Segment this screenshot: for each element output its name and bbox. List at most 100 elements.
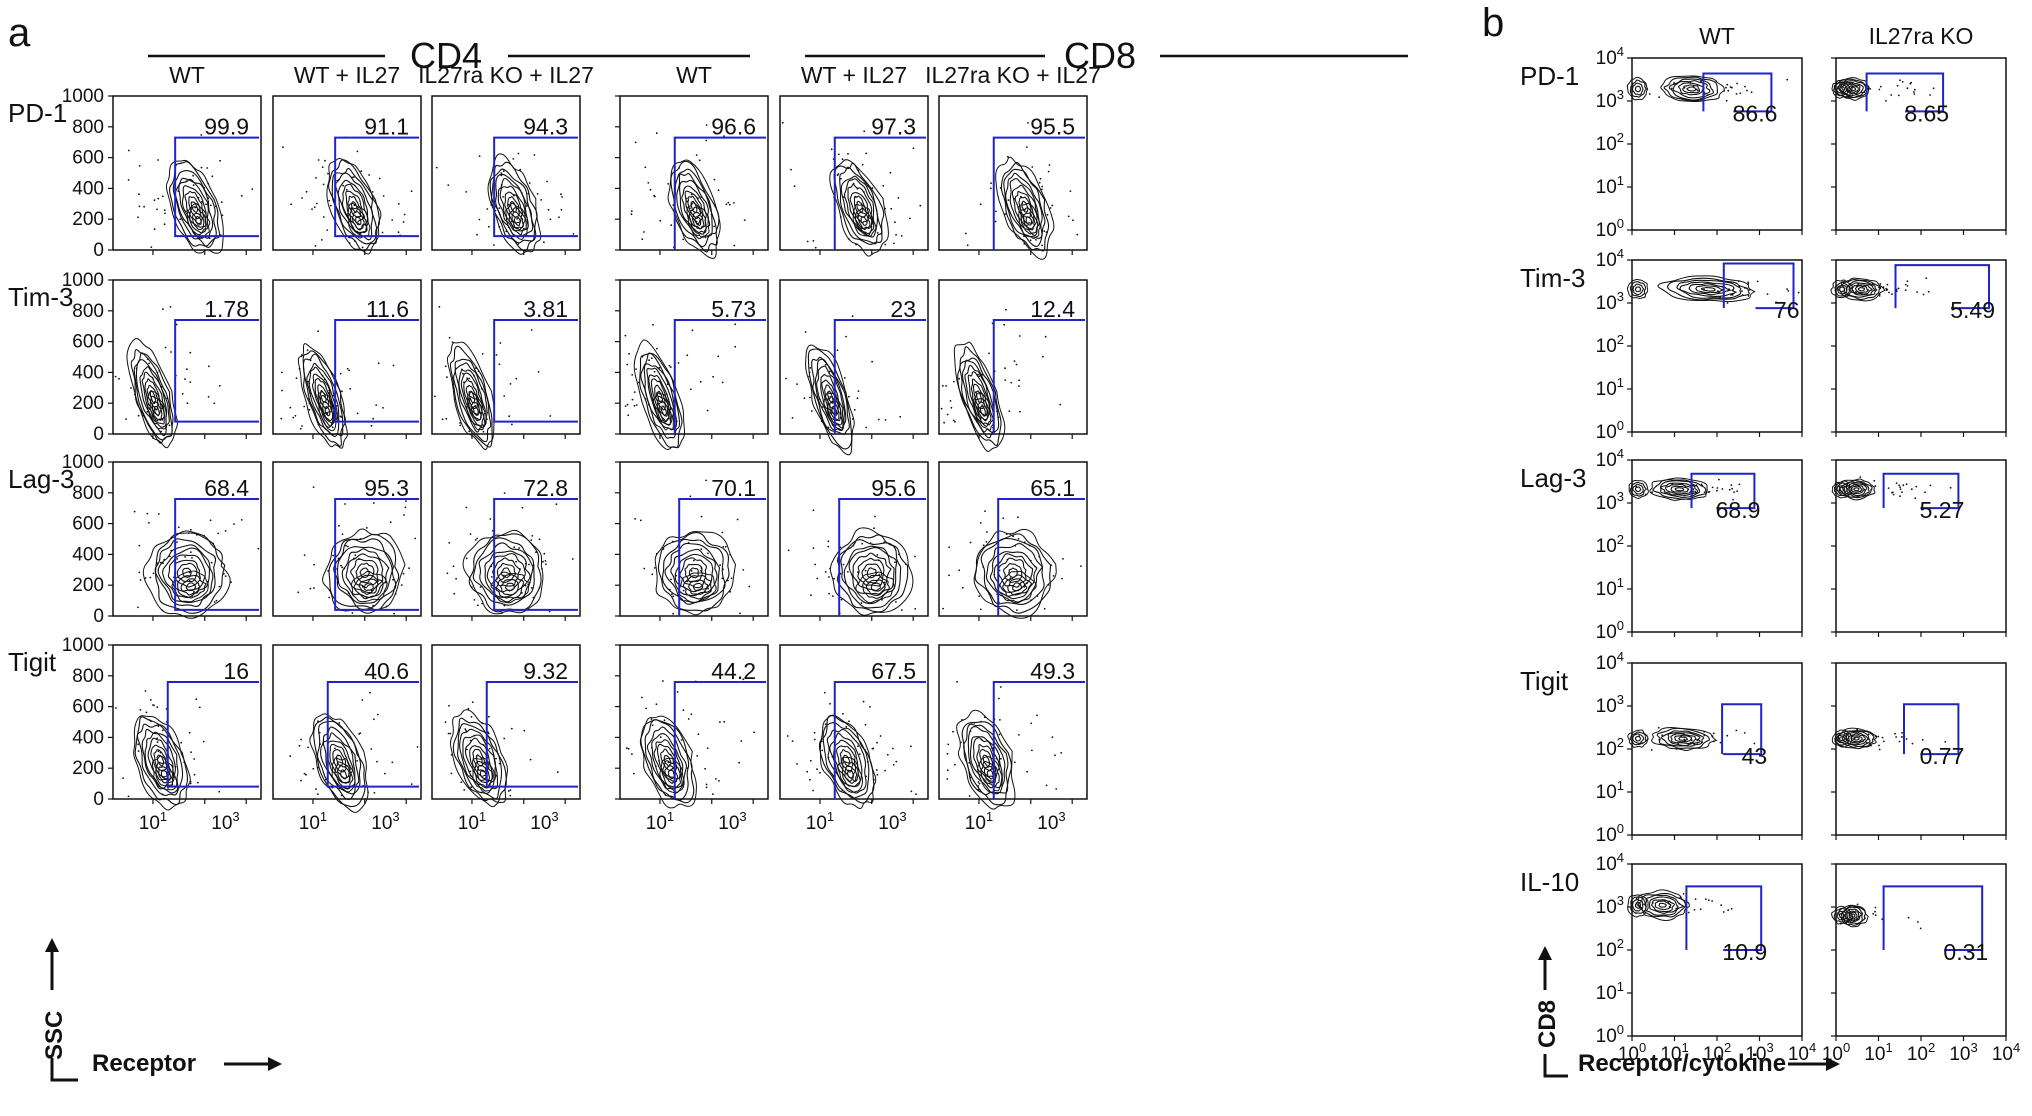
- contour-line: [1836, 284, 1848, 295]
- event-dot: [317, 423, 320, 426]
- event-dot: [146, 358, 149, 360]
- event-dot: [1870, 744, 1872, 747]
- event-dot: [687, 542, 690, 544]
- event-dot: [1735, 729, 1738, 732]
- event-dot: [682, 589, 685, 592]
- event-dot: [1707, 491, 1710, 493]
- event-dot: [796, 763, 798, 765]
- contour-line: [324, 406, 331, 417]
- event-dot: [672, 595, 675, 598]
- event-dot: [321, 374, 324, 377]
- event-dot: [153, 199, 156, 202]
- event-dot: [1675, 907, 1678, 910]
- event-dot: [137, 750, 140, 752]
- event-dot: [814, 563, 816, 566]
- column-header: IL27ra KO + IL27: [925, 62, 1101, 88]
- event-dot: [354, 554, 357, 556]
- event-dot: [813, 731, 816, 734]
- event-dot: [968, 795, 971, 797]
- tick-exponent: 4: [1617, 850, 1624, 865]
- event-dot: [1019, 195, 1022, 198]
- event-dot: [479, 586, 482, 588]
- event-dot: [1787, 290, 1790, 292]
- tick-exponent: 0: [1843, 1040, 1850, 1055]
- tick-base: 10: [1596, 336, 1617, 357]
- event-dot: [1861, 91, 1864, 94]
- gate: [485, 680, 578, 788]
- event-dot: [289, 406, 292, 409]
- contour-line: [147, 737, 174, 781]
- event-dot: [372, 604, 375, 607]
- contour-line: [142, 530, 231, 619]
- event-dot: [1897, 287, 1900, 290]
- event-dot: [1738, 483, 1741, 486]
- event-dot: [845, 725, 848, 728]
- event-dot: [326, 412, 329, 415]
- event-dot: [895, 601, 897, 603]
- event-dot: [1849, 83, 1852, 86]
- event-dot: [861, 542, 864, 545]
- y-tick-label: 200: [72, 575, 104, 596]
- row-label: Tigit: [8, 647, 57, 677]
- event-dot: [560, 193, 562, 196]
- event-dot: [1060, 752, 1063, 754]
- event-dot: [677, 362, 680, 364]
- event-dot: [652, 323, 654, 326]
- event-dot: [181, 393, 184, 395]
- plot-frame: [112, 461, 262, 617]
- contour-line: [1638, 892, 1687, 918]
- contour-line: [807, 348, 853, 450]
- event-dot: [675, 574, 677, 577]
- event-dot: [517, 243, 520, 245]
- contour-line: [1651, 726, 1718, 751]
- contour-line: [185, 582, 197, 592]
- event-dot: [133, 393, 136, 396]
- event-dot: [127, 179, 130, 181]
- event-dot: [324, 159, 326, 162]
- event-dot: [1019, 410, 1021, 413]
- event-dot: [669, 588, 671, 591]
- event-dot: [1050, 564, 1053, 566]
- event-dot: [161, 609, 164, 612]
- event-dot: [381, 231, 384, 234]
- tick-exponent: 1: [479, 809, 486, 824]
- event-dot: [156, 208, 158, 211]
- tick-base: 10: [1596, 379, 1617, 400]
- event-dot: [351, 176, 353, 179]
- event-dot: [1731, 487, 1733, 490]
- event-dot: [336, 179, 339, 182]
- event-dot: [806, 770, 809, 773]
- event-dot: [561, 196, 563, 198]
- event-dot: [344, 765, 347, 767]
- event-dot: [1914, 497, 1917, 500]
- event-dot: [1899, 495, 1901, 498]
- event-dot: [942, 607, 944, 610]
- event-dot: [186, 402, 189, 405]
- event-dot: [1669, 906, 1672, 909]
- event-dot: [414, 537, 417, 540]
- event-dot: [385, 605, 388, 608]
- y-tick-label: 100: [1596, 1022, 1624, 1047]
- gate: [326, 680, 419, 788]
- event-dot: [1030, 599, 1032, 602]
- event-dot: [1853, 737, 1856, 740]
- event-dot: [217, 532, 220, 535]
- event-dot: [1043, 230, 1046, 233]
- y-tick-label: 101: [1596, 778, 1624, 803]
- y-tick-label: 0: [93, 606, 104, 627]
- y-tick-label: 103: [1596, 692, 1624, 717]
- contour-line: [1632, 82, 1644, 96]
- contour-line: [511, 211, 524, 231]
- event-dot: [644, 166, 647, 169]
- event-dot: [631, 398, 634, 401]
- event-dot: [280, 417, 283, 420]
- event-dot: [503, 492, 506, 494]
- plot-frame: [112, 95, 262, 251]
- event-dot: [1013, 197, 1016, 200]
- row-label: Tigit: [1520, 666, 1569, 696]
- event-dot: [367, 791, 369, 794]
- event-dot: [1014, 544, 1017, 547]
- event-dot: [824, 571, 827, 573]
- event-dot: [1750, 91, 1753, 94]
